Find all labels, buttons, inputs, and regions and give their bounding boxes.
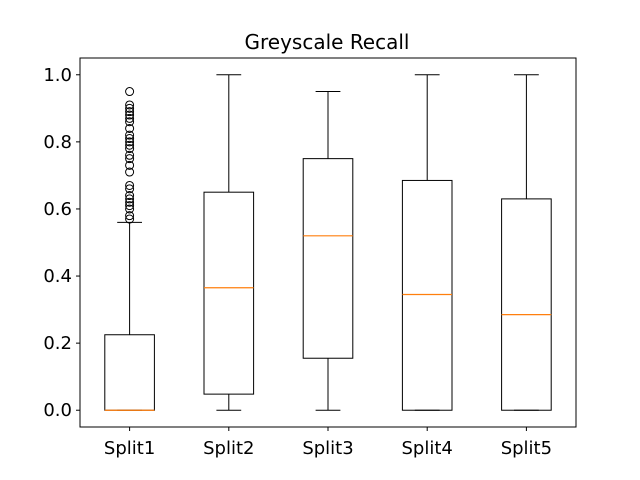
outlier-point bbox=[125, 137, 135, 147]
x-tick-label: Split3 bbox=[302, 438, 353, 459]
chart-title: Greyscale Recall bbox=[245, 30, 410, 54]
box-4 bbox=[401, 74, 453, 411]
outlier-point bbox=[125, 150, 135, 160]
y-tick-label: 1.0 bbox=[43, 65, 72, 86]
outlier-point bbox=[125, 107, 135, 117]
outlier-point bbox=[125, 130, 135, 140]
outlier-point bbox=[125, 197, 135, 207]
outlier-point bbox=[125, 134, 135, 144]
outlier-point bbox=[125, 87, 135, 97]
outlier-point bbox=[125, 184, 135, 194]
y-tick-label: 0.8 bbox=[43, 132, 72, 153]
outlier-point bbox=[125, 167, 135, 177]
outlier-point bbox=[125, 154, 135, 164]
x-tick-label: Split5 bbox=[501, 438, 552, 459]
box-iqr bbox=[302, 158, 354, 359]
outlier-point bbox=[125, 160, 135, 170]
outlier-point bbox=[125, 110, 135, 120]
box-iqr bbox=[203, 191, 255, 395]
plot-area bbox=[104, 74, 552, 411]
y-tick-label: 0.0 bbox=[43, 400, 72, 421]
outlier-point bbox=[125, 123, 135, 133]
outlier-point bbox=[125, 144, 135, 154]
outlier-point bbox=[125, 211, 135, 221]
x-tick-label: Split1 bbox=[104, 438, 155, 459]
y-tick-label: 0.4 bbox=[43, 266, 72, 287]
outlier-point bbox=[125, 113, 135, 123]
box-1 bbox=[104, 87, 155, 411]
outlier-point bbox=[125, 100, 135, 110]
outlier-point bbox=[125, 194, 135, 204]
box-3 bbox=[302, 91, 354, 411]
outlier-point bbox=[125, 103, 135, 113]
outlier-point bbox=[125, 204, 135, 214]
outlier-point bbox=[125, 117, 135, 127]
box-iqr bbox=[501, 198, 552, 411]
box-5 bbox=[501, 74, 552, 411]
y-tick-label: 0.2 bbox=[43, 333, 72, 354]
outlier-point bbox=[125, 191, 135, 201]
outlier-point bbox=[125, 214, 135, 224]
box-iqr bbox=[401, 179, 453, 411]
outlier-point bbox=[125, 140, 135, 150]
y-tick-label: 0.6 bbox=[43, 199, 72, 220]
x-tick-label: Split4 bbox=[402, 438, 453, 459]
box-2 bbox=[203, 74, 255, 411]
outlier-point bbox=[125, 180, 135, 190]
x-tick-label: Split2 bbox=[203, 438, 254, 459]
box-iqr bbox=[104, 334, 155, 411]
outlier-point bbox=[125, 201, 135, 211]
